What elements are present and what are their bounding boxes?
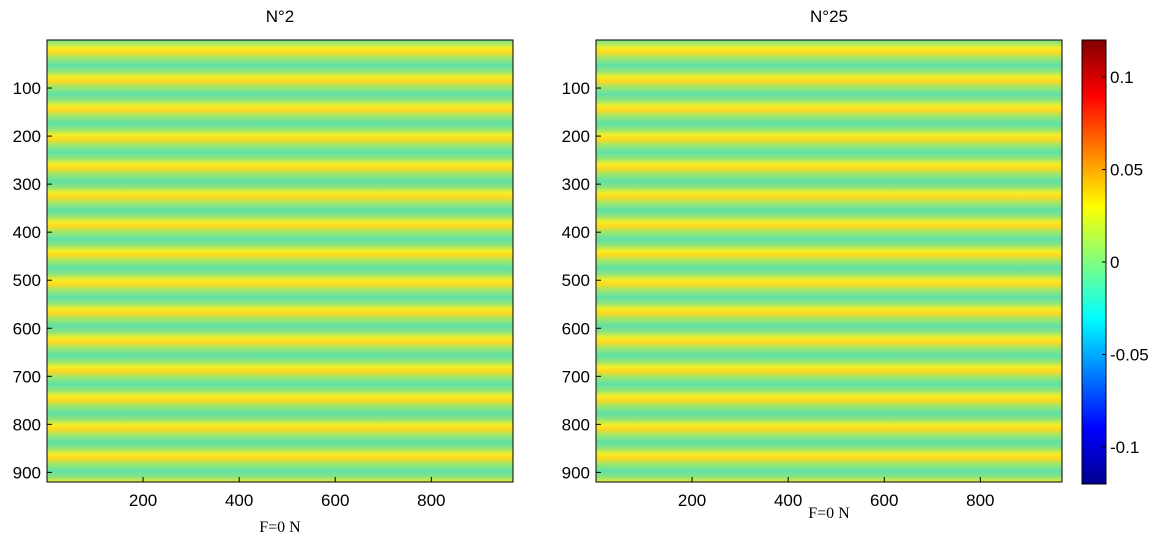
y-tick-label: 400	[562, 223, 590, 242]
x-tick-label: 600	[321, 491, 349, 510]
y-tick-label: 100	[13, 79, 41, 98]
heatmap-image	[47, 40, 513, 482]
y-tick-label: 900	[13, 463, 41, 482]
y-tick-label: 600	[13, 319, 41, 338]
y-tick-label: 700	[13, 367, 41, 386]
axes-frame	[595, 39, 1063, 483]
y-tick-label: 900	[562, 463, 590, 482]
y-tick-label: 800	[562, 415, 590, 434]
y-tick-label: 600	[562, 319, 590, 338]
y-tick-label: 800	[13, 415, 41, 434]
x-tick-label: 400	[225, 491, 253, 510]
colorbar-tick-label: -0.05	[1110, 346, 1149, 365]
panel-title: N°2	[266, 7, 295, 26]
y-tick-label: 200	[562, 127, 590, 146]
x-tick-label: 800	[417, 491, 445, 510]
x-tick-label: 400	[774, 491, 802, 510]
y-tick-label: 300	[13, 175, 41, 194]
y-tick-label: 200	[13, 127, 41, 146]
colorbar-tick-label: 0	[1110, 253, 1119, 272]
x-tick-label: 600	[870, 491, 898, 510]
x-axis-label: F=0 N	[808, 505, 850, 522]
colorbar-tick-label: 0.1	[1110, 68, 1134, 87]
y-tick-label: 500	[562, 271, 590, 290]
y-tick-label: 300	[562, 175, 590, 194]
y-tick-label: 400	[13, 223, 41, 242]
y-tick-label: 700	[562, 367, 590, 386]
axes-frame	[46, 39, 514, 483]
colorbar-tick-label: -0.1	[1110, 438, 1139, 457]
colorbar-tick-label: 0.05	[1110, 161, 1143, 180]
x-tick-label: 200	[678, 491, 706, 510]
heatmap-image	[596, 40, 1062, 482]
y-tick-label: 100	[562, 79, 590, 98]
panel-title: N°25	[810, 7, 848, 26]
y-tick-label: 500	[13, 271, 41, 290]
x-tick-label: 800	[966, 491, 994, 510]
x-tick-label: 200	[129, 491, 157, 510]
x-axis-label: F=0 N	[259, 519, 301, 533]
